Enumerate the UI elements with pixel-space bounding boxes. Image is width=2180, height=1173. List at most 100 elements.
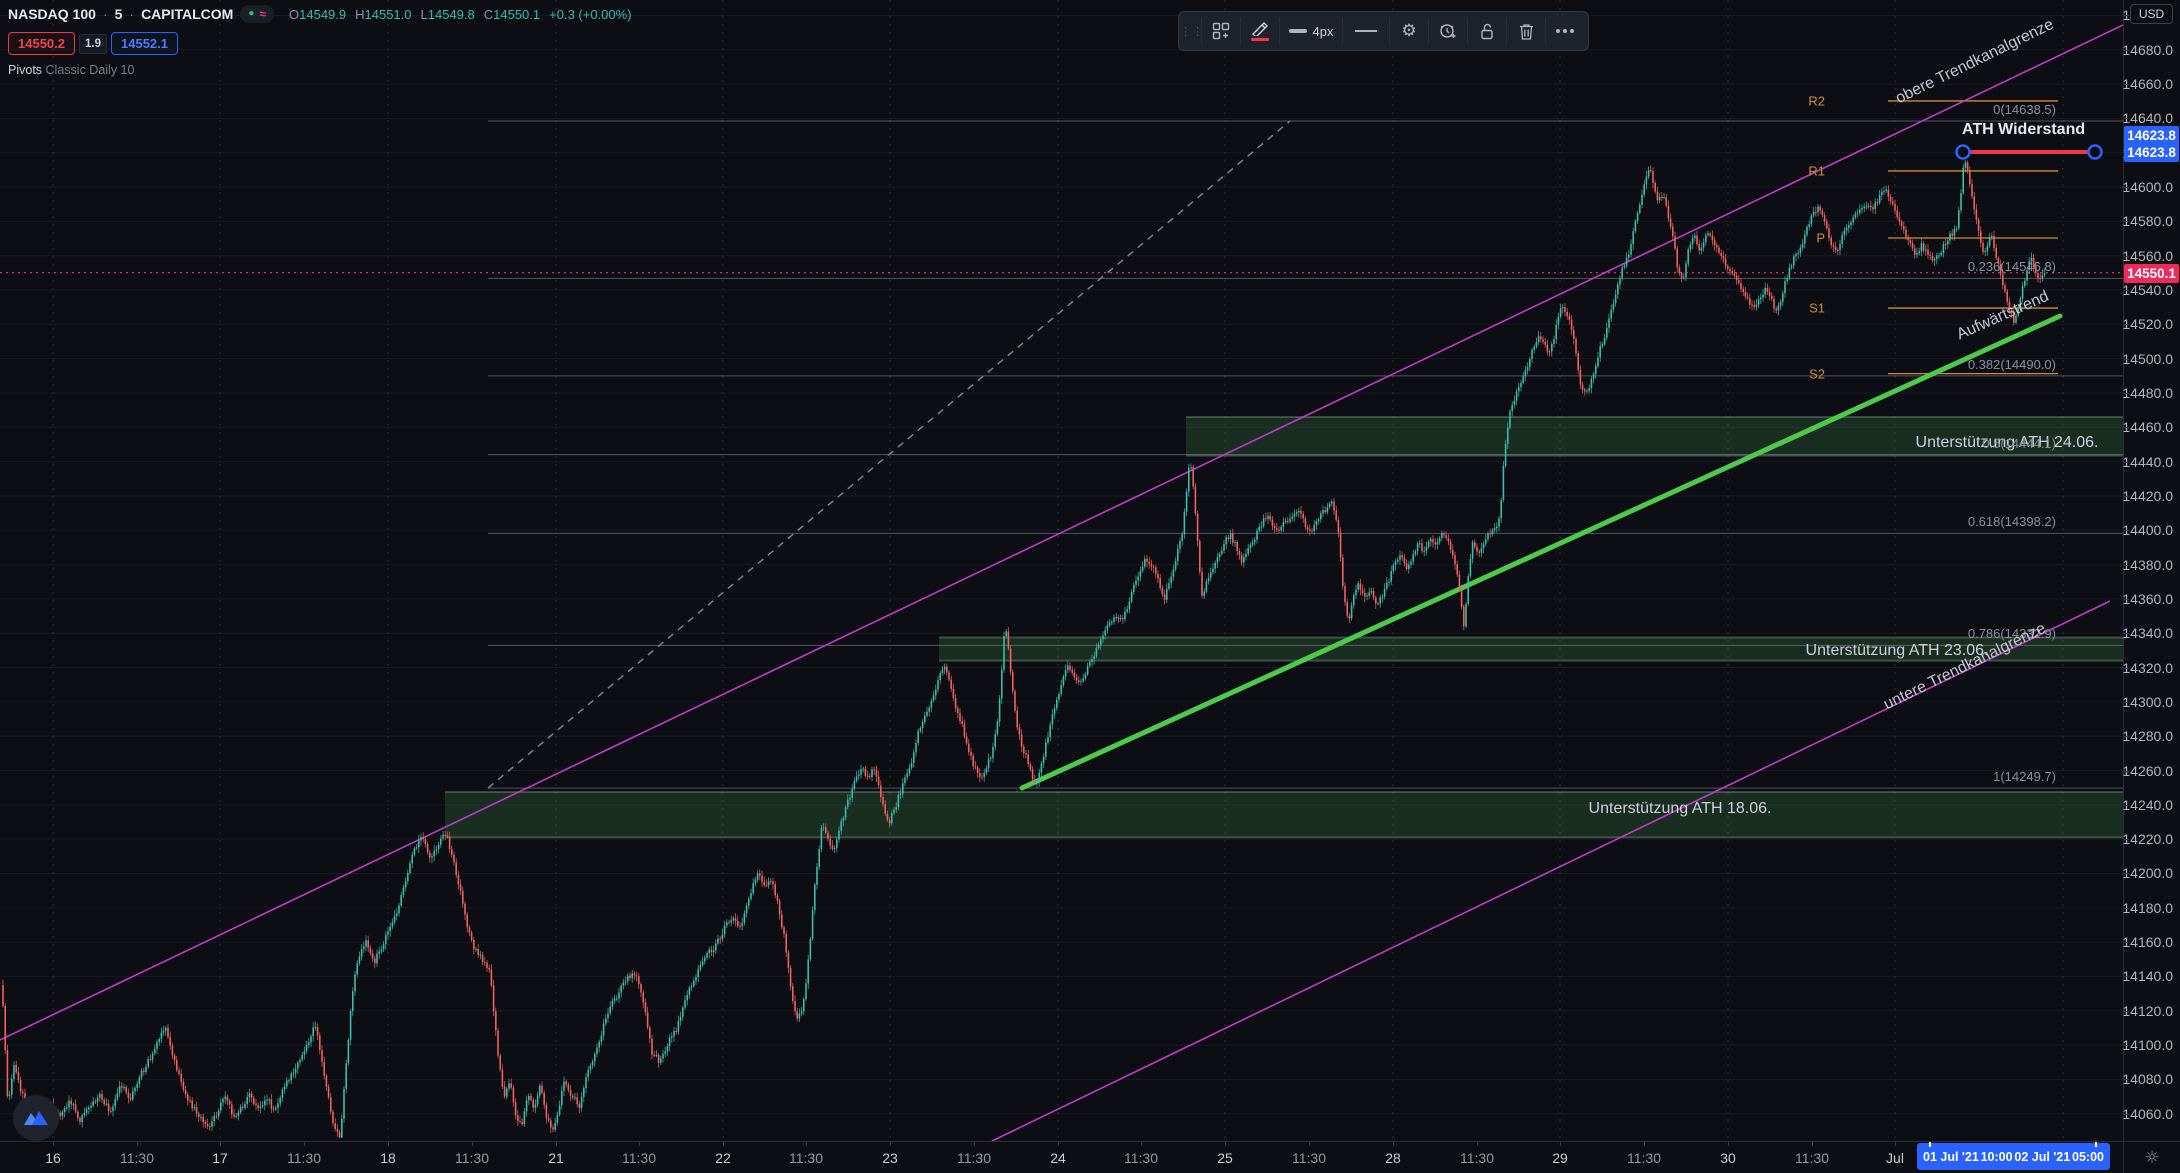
range-handle-left[interactable] bbox=[1929, 1142, 1931, 1147]
line-endpoint-handle[interactable] bbox=[2087, 144, 2103, 160]
platform-logo-button[interactable] bbox=[13, 1095, 59, 1141]
indicator-params: Classic Daily 10 bbox=[45, 63, 135, 77]
price-axis-tick bbox=[2124, 770, 2129, 772]
mountain-logo-icon bbox=[24, 1111, 48, 1125]
time-axis-tick bbox=[1895, 1142, 1896, 1146]
support-zone[interactable] bbox=[939, 637, 2123, 661]
support-zone-label[interactable]: Unterstützung ATH 18.06. bbox=[1588, 800, 1772, 817]
price-axis-label: 14660.0 bbox=[2122, 76, 2173, 93]
settings-button[interactable]: ⚙ bbox=[1390, 15, 1428, 47]
delete-button[interactable] bbox=[1507, 15, 1545, 47]
price-axis-label: 14360.0 bbox=[2122, 590, 2173, 607]
price-badge-blue: 14623.8 bbox=[2124, 126, 2179, 145]
price-axis-tick bbox=[2124, 907, 2129, 909]
fib-level-label[interactable]: 0.786(14332.9) bbox=[1967, 626, 2056, 642]
sell-button[interactable]: 14550.2 bbox=[8, 32, 75, 55]
time-axis-label: 11:30 bbox=[1627, 1150, 1661, 1166]
time-axis-tick bbox=[1812, 1142, 1813, 1146]
fib-level-label[interactable]: 0.618(14398.2) bbox=[1967, 514, 2056, 530]
price-axis-tick bbox=[2124, 667, 2129, 669]
exchange-name[interactable]: CAPITALCOM bbox=[141, 6, 234, 22]
time-axis-tick bbox=[890, 1142, 891, 1146]
line-width-button[interactable]: 4px bbox=[1280, 15, 1342, 47]
fib-level-label[interactable]: 0.382(14490.0) bbox=[1967, 356, 2056, 372]
theme-brightness-button[interactable]: ☼ bbox=[2123, 1141, 2180, 1173]
candlestick-chart[interactable] bbox=[0, 0, 2123, 1141]
time-axis-label: 22 bbox=[715, 1150, 731, 1166]
time-axis-label: 24 bbox=[1050, 1150, 1066, 1166]
price-axis-tick bbox=[2124, 49, 2129, 51]
high-value: 14551.0 bbox=[364, 6, 412, 22]
line-endpoint-handle[interactable] bbox=[1955, 144, 1971, 160]
time-axis-tick bbox=[1644, 1142, 1645, 1146]
trend-channel-line[interactable] bbox=[991, 600, 2111, 1141]
add-alert-button[interactable] bbox=[1429, 15, 1467, 47]
support-zone-label[interactable]: Unterstützung ATH 24.06. bbox=[1915, 434, 2099, 451]
time-range-badge[interactable]: 01 Jul '21 10:00 02 Jul '21 05:00 bbox=[1917, 1143, 2110, 1170]
fib-level-label[interactable]: 1(14249.7) bbox=[1993, 769, 2056, 785]
price-axis-tick bbox=[2124, 358, 2129, 360]
price-axis-label: 14640.0 bbox=[2122, 110, 2173, 127]
price-axis-tick bbox=[2124, 1079, 2129, 1081]
unlock-icon bbox=[1481, 23, 1493, 39]
more-options-button[interactable] bbox=[1546, 15, 1584, 47]
price-axis-label: 14560.0 bbox=[2122, 247, 2173, 264]
time-axis-label: 21 bbox=[548, 1150, 564, 1166]
data-feed-icon: ≈ bbox=[259, 7, 266, 21]
time-axis-tick bbox=[304, 1142, 305, 1146]
active-color-swatch bbox=[1251, 37, 1269, 41]
price-axis-tick bbox=[2124, 15, 2129, 17]
fib-diagonal-line[interactable] bbox=[487, 120, 1291, 789]
price-axis-label: 14180.0 bbox=[2122, 899, 2173, 916]
legend-separator: · bbox=[102, 6, 108, 22]
fib-level-label[interactable]: 0(14638.5) bbox=[1993, 102, 2056, 117]
drawing-overlay: Unterstützung ATH 18.06. Unterstützung AT… bbox=[1588, 93, 2099, 817]
time-axis-tick bbox=[1141, 1142, 1142, 1146]
support-zone-label[interactable]: Unterstützung ATH 23.06. bbox=[1805, 642, 1989, 659]
price-axis-tick bbox=[2124, 804, 2129, 806]
line-style-button[interactable] bbox=[1343, 15, 1389, 47]
sun-icon: ☼ bbox=[2144, 1147, 2160, 1168]
range-to-time: 05:00 bbox=[2072, 1149, 2104, 1164]
squares-plus-icon bbox=[1212, 22, 1230, 40]
buy-button[interactable]: 14552.1 bbox=[111, 32, 178, 55]
ath-resistance-label[interactable]: ATH Widerstand bbox=[1962, 121, 2086, 138]
open-label: O bbox=[289, 6, 300, 22]
price-axis[interactable]: 14700.014680.014660.014640.014620.014600… bbox=[2122, 0, 2180, 1141]
price-axis-label: 14080.0 bbox=[2122, 1071, 2173, 1088]
market-status-pill[interactable]: ● ≈ bbox=[240, 5, 274, 23]
time-axis-tick bbox=[1560, 1142, 1561, 1146]
chart-legend: NASDAQ 100 · 5 · CAPITALCOM ● ≈ O14549.9… bbox=[8, 5, 632, 77]
price-axis-label: 14380.0 bbox=[2122, 556, 2173, 573]
price-axis-label: 14140.0 bbox=[2122, 968, 2173, 985]
support-zone[interactable] bbox=[1186, 417, 2123, 456]
price-axis-tick bbox=[2124, 187, 2129, 189]
currency-toggle[interactable]: USD bbox=[2130, 4, 2173, 24]
time-axis-label: 11:30 bbox=[1292, 1150, 1326, 1166]
price-axis-tick bbox=[2124, 598, 2129, 600]
indicator-legend[interactable]: Pivots Classic Daily 10 bbox=[8, 63, 632, 77]
color-button[interactable] bbox=[1241, 15, 1279, 47]
template-button[interactable] bbox=[1202, 15, 1240, 47]
range-handle-right[interactable] bbox=[2095, 1142, 2097, 1147]
time-axis[interactable]: 16 11:30 17 11:30 18 11:30 21 11:30 22 11:30 23 11:… bbox=[0, 1141, 2123, 1173]
fib-level-label[interactable]: 0.236(14546.8) bbox=[1967, 259, 2056, 275]
price-axis-tick bbox=[2124, 84, 2129, 86]
symbol-title[interactable]: NASDAQ 100 bbox=[8, 6, 96, 22]
price-axis-label: 14540.0 bbox=[2122, 282, 2173, 299]
toolbar-drag-handle[interactable]: ⋮⋮ bbox=[1180, 25, 1204, 38]
interval-value[interactable]: 5 bbox=[114, 6, 123, 22]
time-axis-label: 11:30 bbox=[1124, 1150, 1158, 1166]
lock-button[interactable] bbox=[1468, 15, 1506, 47]
indicator-name: Pivots bbox=[8, 63, 43, 77]
support-zone[interactable] bbox=[445, 791, 2123, 838]
fib-level-label[interactable]: 0.5(14444.1) bbox=[1982, 435, 2056, 451]
time-axis-label: 11:30 bbox=[287, 1150, 321, 1166]
trend-channel-line[interactable] bbox=[0, 24, 2123, 1041]
close-label: C bbox=[483, 6, 494, 22]
time-axis-label: Jul bbox=[1886, 1150, 1904, 1166]
price-axis-label: 14500.0 bbox=[2122, 350, 2173, 367]
uptrend-line[interactable] bbox=[1019, 313, 2063, 791]
range-to-date: 02 Jul '21 bbox=[2014, 1149, 2071, 1164]
ellipsis-icon bbox=[1556, 29, 1574, 33]
